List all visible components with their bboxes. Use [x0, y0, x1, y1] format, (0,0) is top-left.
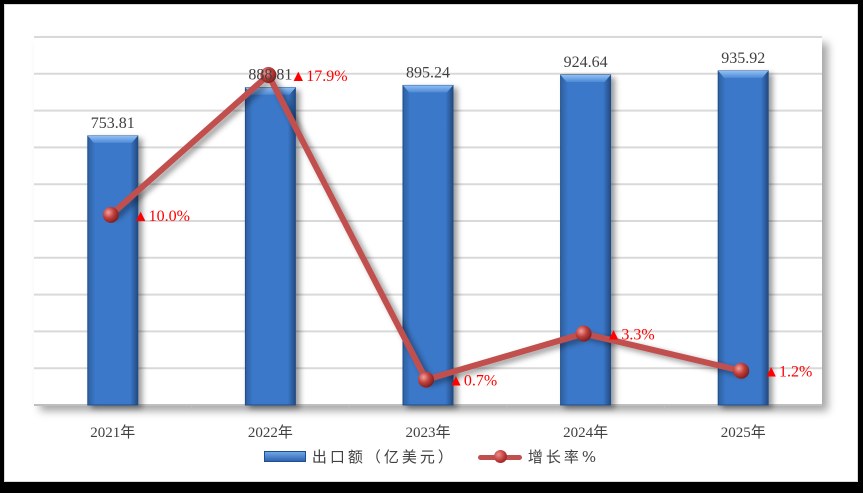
growth-label: ▲1.2%	[763, 364, 812, 381]
value-label: 924.64	[564, 54, 608, 71]
bar-2025年	[717, 70, 769, 406]
growth-label: ▲0.7%	[448, 373, 497, 390]
x-tick-label: 2025年	[721, 424, 766, 441]
x-tick-label: 2023年	[405, 424, 450, 441]
value-label: 895.24	[406, 64, 450, 81]
legend-item-export[interactable]: 出口额（亿美元）	[263, 446, 456, 467]
value-label: 935.92	[721, 50, 765, 67]
legend-label-growth: 增长率%	[527, 448, 600, 466]
x-tick-label: 2024年	[563, 424, 608, 441]
bar-2021年	[87, 135, 139, 406]
x-tick-label: 2022年	[248, 424, 293, 441]
line-point	[575, 325, 592, 342]
bar-swatch-icon	[263, 451, 306, 462]
bar-2024年	[560, 74, 612, 406]
growth-label: ▲17.9%	[290, 68, 347, 85]
line-point	[418, 371, 434, 388]
line-series	[102, 67, 750, 388]
value-label: 888.81	[248, 67, 292, 84]
growth-label: ▲10.0%	[133, 208, 190, 225]
line-point	[733, 362, 750, 379]
bar-2022年	[244, 87, 296, 406]
bar-2023年	[402, 84, 454, 406]
legend-item-growth[interactable]: 增长率%	[477, 446, 600, 467]
value-label: 753.81	[91, 115, 135, 132]
line-marker-icon	[477, 449, 522, 463]
line-point	[260, 67, 277, 83]
legend: 出口额（亿美元） 增长率%	[0, 446, 863, 467]
x-axis: 2021年 2022年 2023年 2024年 2025年	[90, 405, 766, 441]
data-labels: 753.81 888.81 895.24 924.64 935.92 ▲10.0% ▲17.…	[91, 50, 813, 390]
growth-label: ▲3.3%	[606, 327, 655, 344]
bar-series	[87, 70, 769, 406]
line-point	[102, 206, 119, 223]
x-tick-label: 2021年	[90, 424, 135, 441]
legend-label-export: 出口额（亿美元）	[311, 448, 456, 466]
